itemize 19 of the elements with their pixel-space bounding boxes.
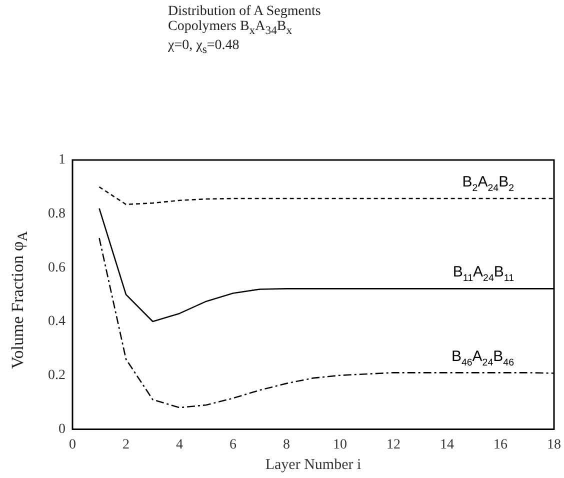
- y-tick-label: 1: [58, 152, 66, 168]
- x-tick-label: 18: [547, 437, 561, 452]
- x-tick-label: 14: [440, 437, 454, 452]
- y-tick-label: 0.8: [48, 206, 66, 222]
- x-tick-label: 2: [122, 437, 130, 452]
- x-tick-label: 16: [494, 437, 508, 452]
- y-tick-label: 0.4: [48, 314, 66, 330]
- x-tick-label: 12: [386, 437, 400, 452]
- x-tick-label: 10: [333, 437, 347, 452]
- text: Copolymers B$_{x}$A$_{34}$B$_{x}$ χ=0, χ$_{s}$=0.48: [168, 19, 292, 56]
- x-tick-label: 0: [69, 437, 76, 452]
- y-tick-label: 0.2: [48, 368, 66, 384]
- chart-title: Distribution of A Segments: [168, 4, 321, 19]
- y-tick-label: 0: [58, 422, 66, 437]
- x-tick-label: 8: [283, 437, 290, 452]
- y-tick-label: 0.6: [48, 260, 66, 276]
- x-axis-title: Layer Number i: [265, 456, 362, 473]
- x-tick-label: 4: [176, 437, 183, 452]
- x-tick-label: 6: [230, 437, 236, 452]
